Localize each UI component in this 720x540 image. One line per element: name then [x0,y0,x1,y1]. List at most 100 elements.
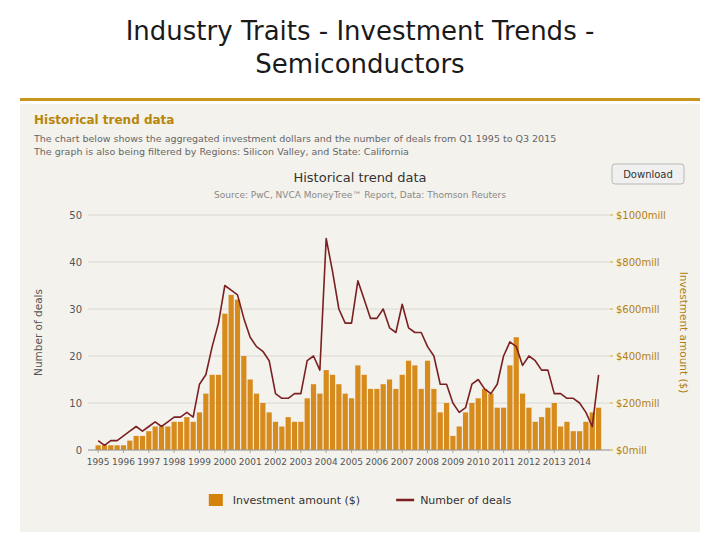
y-tick-label: 50 [69,210,82,221]
y-tick-label: 40 [69,257,82,268]
bar [229,295,234,450]
bar [286,417,291,450]
y2-tick-label: $200mill [616,398,660,409]
download-label: Download [623,169,673,180]
bar [450,436,455,450]
bar [336,384,341,450]
x-tick-label: 2012 [517,457,540,467]
legend-item: Investment amount ($) [209,494,360,507]
y2-tick-label: $600mill [616,304,660,315]
grid-line [88,309,610,310]
bar [558,427,563,451]
x-tick-label: 2011 [492,457,515,467]
x-tick-label: 2010 [467,457,490,467]
bar [216,375,221,450]
bar [311,384,316,450]
x-tick [326,450,327,453]
x-tick-label: 2009 [441,457,464,467]
x-tick-label: 2005 [340,457,363,467]
bar [134,436,139,450]
x-tick [98,450,99,453]
bar [121,445,126,450]
bar [343,394,348,450]
line [98,239,598,446]
bar [501,408,506,450]
bar [153,427,158,451]
bar [476,398,481,450]
x-tick-label: 2006 [365,457,388,467]
bar [444,403,449,450]
bar [577,431,582,450]
bar [267,412,272,450]
bar [197,412,202,450]
x-tick [528,450,529,453]
bar [191,422,196,450]
bar [533,422,538,450]
chart-subtitle: Historical trend data [293,170,426,185]
bar [115,445,120,450]
legend-swatch [396,499,414,502]
x-tick [503,450,504,453]
x-tick [478,450,479,453]
bar [520,394,525,450]
title-line: Industry Traits - Investment Trends - [126,16,595,46]
x-tick-label: 1995 [87,457,110,467]
bar [140,436,145,450]
separator [20,98,700,101]
header: Historical trend data [34,113,174,127]
bar [96,445,101,450]
y2-tick [610,262,613,263]
legend-swatch [209,494,223,506]
bar [387,380,392,451]
bar [184,417,189,450]
bar [235,300,240,450]
bar [178,422,183,450]
x-tick [250,450,251,453]
bar [431,389,436,450]
x-tick [199,450,200,453]
x-tick-label: 1997 [137,457,160,467]
bar [355,365,360,450]
bar [507,365,512,450]
bar [469,403,474,450]
y2-tick [610,450,613,451]
bar [368,389,373,450]
bar [425,361,430,450]
bar [292,422,297,450]
bar [495,408,500,450]
x-tick [123,450,124,453]
x-tick-label: 1998 [163,457,186,467]
x-tick-label: 2008 [416,457,439,467]
bar [222,314,227,450]
bar [362,375,367,450]
bar [165,427,170,451]
y2-tick-label: $1000mill [616,210,666,221]
bar [248,380,253,451]
bar [108,445,113,450]
x-tick [579,450,580,453]
bar [400,375,405,450]
bar [241,356,246,450]
x-tick [427,450,428,453]
x-tick [148,450,149,453]
x-tick [452,450,453,453]
bar [406,361,411,450]
x-tick-label: 2000 [213,457,236,467]
background [0,0,720,540]
y2-tick-label: $800mill [616,257,660,268]
bar [488,394,493,450]
x-tick-label: 1999 [188,457,211,467]
x-tick-label: 2001 [239,457,262,467]
bar [349,398,354,450]
bar [305,398,310,450]
bar [210,375,215,450]
bar [463,412,468,450]
bar [317,394,322,450]
bar [571,431,576,450]
y2-tick-label: $400mill [616,351,660,362]
bar [273,422,278,450]
bar [412,365,417,450]
description: The chart below shows the aggregated inv… [33,133,556,144]
y-tick-label: 30 [69,304,82,315]
y-tick-label: 0 [76,445,82,456]
